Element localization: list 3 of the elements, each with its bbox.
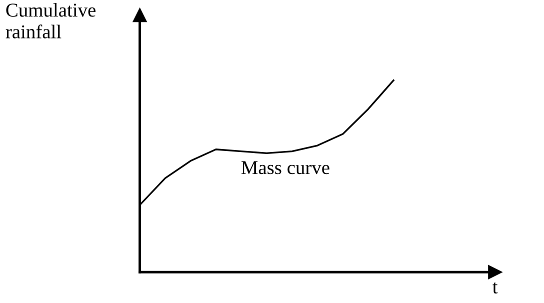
x-axis-title: t: [492, 282, 498, 294]
annotation: Mass curve: [241, 161, 330, 174]
y-axis-title: Cumulative rainfall: [6, 3, 96, 38]
